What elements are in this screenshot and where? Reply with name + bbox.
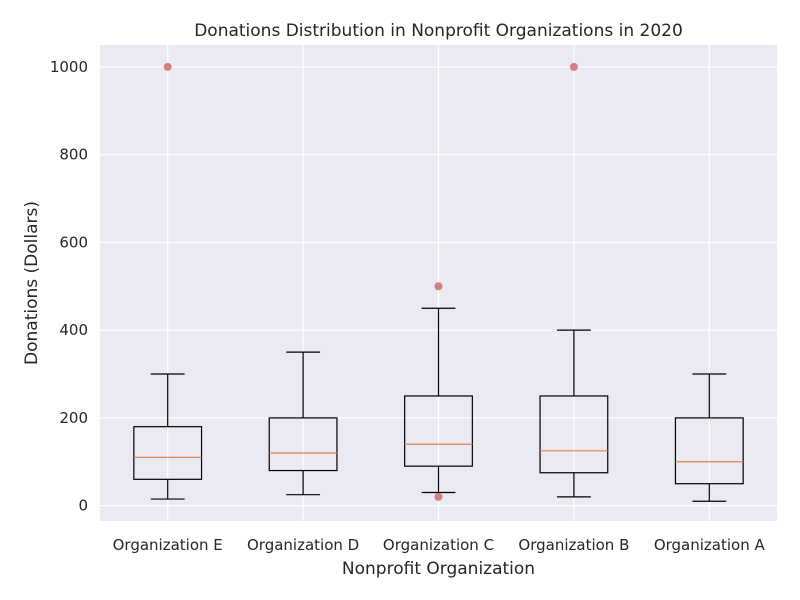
y-tick-label: 400 (59, 321, 88, 339)
box-plot-organization-d (268, 351, 338, 496)
y-tick-label: 0 (78, 497, 88, 515)
x-tick-label: Organization C (383, 536, 494, 554)
y-tick-label: 600 (59, 233, 88, 251)
iqr-box (539, 395, 609, 474)
chart-title: Donations Distribution in Nonprofit Orga… (194, 21, 683, 41)
y-tick-label: 1000 (50, 58, 88, 76)
y-axis-label: Donations (Dollars) (22, 201, 42, 365)
outlier-point (434, 492, 443, 501)
outlier-point (569, 62, 578, 71)
iqr-box (404, 395, 473, 467)
y-tick-label: 800 (59, 146, 88, 164)
box-plot-organization-e (133, 62, 203, 500)
x-tick-label: Organization A (654, 536, 766, 554)
x-tick-label: Organization B (518, 536, 629, 554)
x-tick-label: Organization D (247, 536, 359, 554)
iqr-box (674, 417, 744, 485)
x-tick-labels: Organization E Organization D Organization… (113, 536, 766, 554)
iqr-box (133, 426, 203, 480)
box-plot-organization-a (674, 373, 744, 502)
box-plot-organization-b (539, 62, 609, 498)
y-tick-labels: 0 200 400 600 800 1000 (50, 58, 88, 515)
y-tick-label: 200 (59, 409, 88, 427)
box-plot-organization-c (404, 282, 473, 501)
x-tick-label: Organization E (113, 536, 223, 554)
boxes (133, 62, 744, 502)
x-axis-label: Nonprofit Organization (342, 559, 535, 579)
iqr-box (268, 417, 338, 472)
outlier-point (163, 62, 172, 71)
outlier-point (434, 282, 443, 291)
